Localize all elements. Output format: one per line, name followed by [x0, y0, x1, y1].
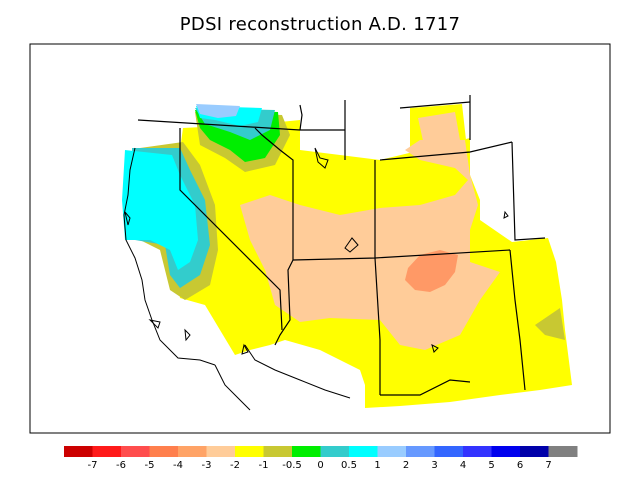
legend-swatch [434, 446, 464, 457]
legend-swatch [235, 446, 264, 457]
legend-tick-label: 4 [460, 460, 466, 471]
coastline-gulf-california [244, 344, 351, 399]
legend-tick-label: 3 [431, 460, 437, 471]
legend-swatch [263, 446, 293, 457]
pdsi-southeast-olive [535, 308, 565, 340]
legend-swatch [292, 446, 321, 457]
legend-swatch [92, 446, 122, 457]
legend-swatch [349, 446, 378, 457]
map-title: PDSI reconstruction A.D. 1717 [179, 14, 461, 35]
pdsi-dry-tan [240, 140, 500, 350]
pdsi-dry-orange [405, 250, 458, 292]
legend-ticks: -7 -6 -5 -4 -3 -2 -1 -0.5 0 0.5 1 2 3 4 5 6 7 [88, 460, 552, 471]
legend-swatches [64, 446, 578, 457]
legend-swatch [64, 446, 93, 457]
coastline-baja [214, 364, 251, 411]
legend-tick-label: -2 [230, 460, 240, 471]
legend-tick-label: -3 [202, 460, 212, 471]
legend-swatch [206, 446, 236, 457]
legend-tick-label: -6 [116, 460, 126, 471]
legend-tick-label: 0 [317, 460, 323, 471]
state-borders [137, 95, 546, 396]
legend-tick-label: -7 [88, 460, 98, 471]
legend-tick-label: -4 [173, 460, 183, 471]
legend-tick-label: 7 [545, 460, 551, 471]
legend-swatch [406, 446, 435, 457]
legend-tick-label: 1 [374, 460, 380, 471]
legend-tick-label: -0.5 [282, 460, 302, 471]
legend-swatch [149, 446, 179, 457]
legend-swatch [463, 446, 492, 457]
legend-swatch [548, 446, 578, 457]
pdsi-coast-cyan [122, 150, 198, 270]
legend-tick-label: 5 [488, 460, 494, 471]
pdsi-north-lightblue [196, 104, 240, 118]
legend-swatch [178, 446, 207, 457]
legend-swatch [491, 446, 521, 457]
legend-swatch [121, 446, 150, 457]
legend-tick-label: 0.5 [341, 460, 357, 471]
coastline-california [123, 147, 216, 366]
legend-swatch [520, 446, 549, 457]
legend-swatch [377, 446, 407, 457]
legend-tick-label: 6 [517, 460, 523, 471]
water-features [124, 147, 509, 355]
legend-tick-label: -5 [145, 460, 155, 471]
legend-tick-label: -1 [259, 460, 269, 471]
legend-swatch [320, 446, 350, 457]
legend-tick-label: 2 [403, 460, 409, 471]
